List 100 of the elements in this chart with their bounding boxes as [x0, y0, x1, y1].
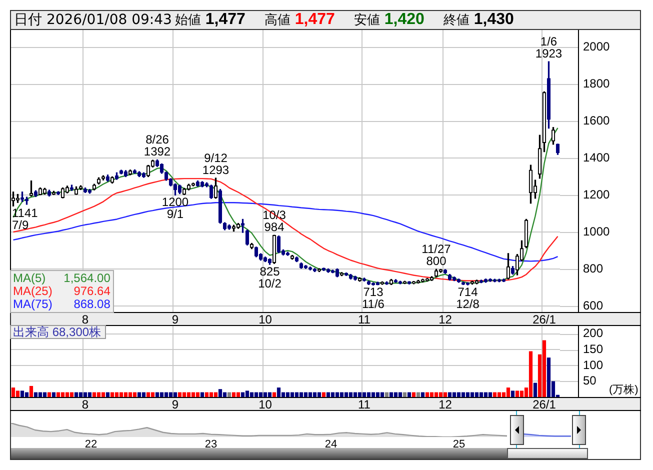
- x-tick-label: 26/1: [532, 398, 556, 412]
- candlestick: [556, 144, 560, 155]
- candlestick: [268, 258, 272, 265]
- bar: [510, 390, 515, 397]
- candlestick: [29, 180, 34, 196]
- y-tick-label: 100: [583, 358, 604, 372]
- y-tick-label: 1200: [583, 188, 610, 202]
- candlestick: [110, 176, 114, 184]
- bar: [452, 392, 456, 397]
- y-tick-label: 150: [583, 342, 604, 356]
- bar: [160, 392, 164, 397]
- candlestick: [326, 268, 330, 273]
- bar: [52, 392, 56, 397]
- bar: [83, 392, 88, 397]
- annotation: 8/26 1392: [144, 132, 171, 159]
- bar: [114, 392, 119, 397]
- candlestick: [236, 222, 240, 229]
- x-tick-label: 26/1: [532, 312, 556, 327]
- x-tick-label: 23: [204, 438, 218, 451]
- bar: [416, 392, 420, 397]
- bar: [96, 392, 101, 397]
- candlestick: [232, 224, 236, 232]
- candlestick: [52, 190, 56, 195]
- bar: [65, 392, 70, 397]
- bar: [186, 392, 191, 397]
- bar: [402, 392, 407, 397]
- y-tick-label: 2000: [583, 40, 610, 54]
- candlestick: [546, 61, 551, 129]
- candlestick: [106, 174, 110, 182]
- candlestick: [420, 278, 425, 282]
- annotation: 11/27 800: [422, 242, 452, 268]
- bar: [74, 392, 78, 397]
- bar: [106, 392, 110, 397]
- x-tick-label: 10: [258, 398, 272, 412]
- bar: [70, 392, 74, 397]
- x-tick-label: 8: [82, 312, 89, 327]
- bar: [461, 392, 466, 397]
- candlestick: [218, 188, 222, 224]
- bar: [191, 392, 196, 397]
- text: 始値 1,477: [174, 11, 246, 28]
- candlestick: [479, 280, 484, 284]
- bar: [24, 392, 29, 397]
- bar: [470, 392, 474, 397]
- candlestick: [448, 274, 452, 281]
- bar: [245, 390, 250, 397]
- bar: [430, 392, 434, 397]
- candlestick: [160, 163, 164, 174]
- bar: [322, 392, 326, 397]
- bar: [290, 392, 294, 397]
- bar: [78, 392, 83, 397]
- annotation: 714 12/8: [456, 285, 480, 312]
- x-tick-label: 24: [324, 438, 338, 451]
- bar: [394, 392, 398, 397]
- x-tick-label: 9: [172, 312, 179, 327]
- bar: [128, 392, 132, 397]
- candlestick: [402, 280, 407, 284]
- annotation: 713 11/6: [362, 285, 385, 312]
- bar: [250, 392, 254, 397]
- bar: [479, 392, 484, 397]
- candlestick: [178, 184, 182, 194]
- bar: [348, 392, 353, 397]
- y-tick-label: 1400: [583, 150, 610, 165]
- bar: [88, 392, 92, 397]
- bar: [38, 392, 42, 397]
- bar: [474, 392, 479, 397]
- bar: [200, 392, 204, 397]
- annotation: 1/6 1923: [535, 34, 562, 61]
- bar: [101, 392, 106, 397]
- bar: [330, 392, 335, 397]
- candlestick: [551, 127, 556, 145]
- candlestick: [60, 187, 65, 198]
- candlestick: [461, 282, 466, 285]
- bar: [168, 392, 173, 397]
- bar: [47, 392, 52, 397]
- bar: [29, 386, 34, 397]
- bar: [340, 392, 344, 397]
- candlestick: [47, 190, 52, 196]
- candlestick: [430, 276, 434, 281]
- bar: [456, 392, 461, 397]
- x-tick-label: 10: [258, 312, 272, 327]
- candlestick: [137, 171, 142, 178]
- bar: [110, 392, 114, 397]
- bar: [484, 392, 488, 397]
- candlestick: [142, 172, 146, 178]
- bar: [60, 392, 65, 397]
- bar: [312, 392, 317, 397]
- bar: [254, 392, 258, 397]
- candlestick: [186, 184, 191, 190]
- bar: [258, 392, 263, 397]
- bar: [240, 392, 245, 397]
- bar: [371, 392, 376, 397]
- text: MA(5) 1,564.00: [13, 271, 110, 285]
- bar: [150, 392, 155, 397]
- text: 終値 1,430: [443, 11, 514, 28]
- candlestick: [348, 274, 353, 280]
- bar: [520, 390, 524, 397]
- bar: [492, 392, 497, 397]
- x-tick-label: 22: [84, 438, 98, 451]
- bar: [142, 392, 146, 397]
- candlestick: [380, 281, 384, 285]
